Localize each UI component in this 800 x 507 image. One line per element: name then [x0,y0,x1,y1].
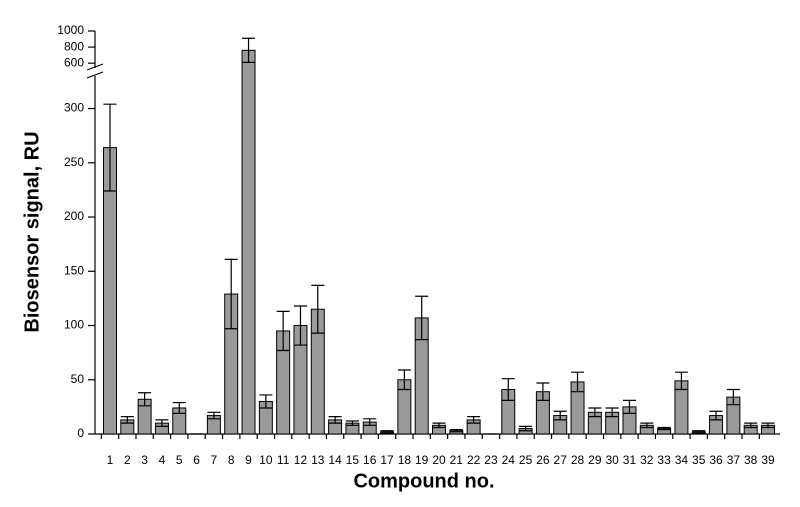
x-axis-label: Compound no. [353,470,494,492]
x-tick-label: 30 [605,453,619,467]
x-tick-label: 23 [484,453,498,467]
x-tick-label: 3 [141,453,148,467]
error-bar [467,416,481,424]
error-bar [519,425,533,432]
y-tick-label: 150 [64,263,84,277]
x-tick-label: 18 [398,453,412,467]
x-tick-label: 25 [519,453,533,467]
y-tick-label: 250 [64,155,84,169]
x-tick-label: 5 [176,453,183,467]
error-bar [692,430,706,434]
x-tick-label: 22 [467,453,481,467]
y-tick-label: 200 [64,209,84,223]
x-tick-label: 32 [640,453,654,467]
x-tick-label: 17 [380,453,394,467]
x-tick-label: 19 [415,453,429,467]
error-bar [363,418,377,426]
error-bar [155,419,169,428]
x-tick-label: 31 [623,453,637,467]
error-bar [640,422,654,429]
y-tick-label: 100 [64,318,84,332]
error-bar [588,407,602,418]
error-bar [761,422,775,429]
error-bar [276,310,290,352]
error-bar [293,305,307,346]
error-bar [380,430,394,434]
y-tick-label: 300 [64,101,84,115]
x-tick-label: 35 [692,453,706,467]
error-bar [501,378,515,401]
x-tick-label: 13 [311,453,325,467]
x-tick-label: 36 [709,453,723,467]
error-bar [120,416,134,424]
error-bar [345,420,359,426]
error-bar [605,407,619,418]
x-tick-label: 26 [536,453,550,467]
y-tick-label: 800 [64,39,84,53]
x-tick-label: 28 [571,453,585,467]
x-tick-label: 2 [124,453,131,467]
error-bar [726,388,740,406]
error-bar [553,410,567,421]
x-tick-label: 16 [363,453,377,467]
error-bar [415,295,429,341]
error-bar [397,369,411,391]
x-tick-label: 33 [657,453,671,467]
error-bar [449,429,463,433]
x-tick-label: 9 [245,453,252,467]
error-bar [259,394,273,409]
x-tick-label: 12 [294,453,308,467]
x-tick-label: 10 [259,453,273,467]
x-tick-label: 6 [193,453,200,467]
error-bar [172,401,186,414]
x-tick-label: 39 [761,453,775,467]
x-tick-label: 1 [107,453,114,467]
x-tick-label: 15 [346,453,360,467]
error-bar [432,422,446,429]
error-bar [536,382,550,401]
x-tick-label: 34 [675,453,689,467]
error-bar [138,392,152,407]
error-bar [328,416,342,424]
y-axis-label: Biosensor signal, RU [21,131,43,332]
x-tick-label: 20 [432,453,446,467]
axis-break [86,71,104,79]
error-bar [744,422,758,429]
y-tick-label: 1000 [57,23,84,37]
x-tick-label: 29 [588,453,602,467]
error-bar [674,371,688,391]
y-tick-label: 600 [64,55,84,69]
x-tick-label: 4 [159,453,166,467]
error-bar [571,371,585,393]
x-tick-label: 21 [450,453,464,467]
x-tick-label: 27 [554,453,568,467]
x-tick-label: 7 [211,453,218,467]
error-bar [657,426,671,431]
error-bar [622,399,636,414]
x-tick-label: 38 [744,453,758,467]
error-bar [242,37,256,63]
error-bar [709,410,723,421]
x-tick-label: 14 [328,453,342,467]
x-tick-label: 37 [727,453,741,467]
error-bar [224,258,238,330]
x-tick-label: 8 [228,453,235,467]
x-tick-label: 11 [277,453,290,467]
bar [241,49,256,435]
error-bar [311,284,325,334]
y-tick-label: 50 [71,372,85,386]
x-tick-label: 24 [502,453,516,467]
error-bar [207,411,221,420]
y-tick-label: 0 [77,426,84,440]
axis-break [86,63,104,71]
error-bar [103,103,117,192]
